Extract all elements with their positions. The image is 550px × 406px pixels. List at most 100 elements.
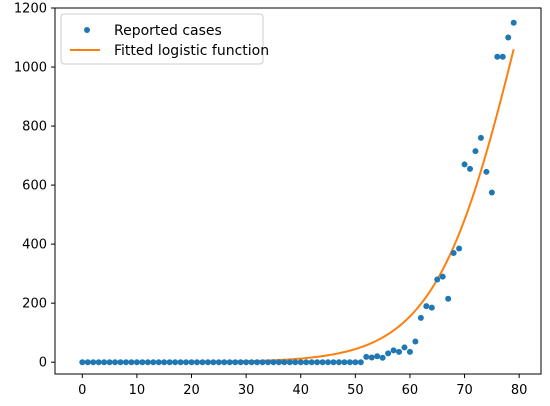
x-tick-label: 50 bbox=[347, 383, 364, 398]
data-point bbox=[139, 359, 146, 366]
data-point bbox=[379, 354, 386, 361]
y-tick-label: 1200 bbox=[14, 2, 47, 17]
data-point bbox=[352, 359, 359, 366]
data-point bbox=[390, 347, 397, 354]
x-tick-label: 0 bbox=[78, 383, 86, 398]
data-point bbox=[166, 359, 173, 366]
y-tick-label: 400 bbox=[22, 238, 47, 253]
y-tick-label: 1000 bbox=[14, 61, 47, 76]
data-point bbox=[210, 359, 217, 366]
data-point bbox=[150, 359, 157, 366]
data-point bbox=[325, 359, 332, 366]
data-point bbox=[499, 53, 506, 60]
data-point bbox=[237, 359, 244, 366]
x-tick-label: 20 bbox=[183, 383, 200, 398]
data-point bbox=[270, 359, 277, 366]
data-point bbox=[330, 359, 337, 366]
data-point bbox=[357, 359, 364, 366]
data-point bbox=[368, 354, 375, 361]
data-point bbox=[434, 276, 441, 283]
data-point bbox=[161, 359, 168, 366]
data-point bbox=[117, 359, 124, 366]
data-point bbox=[456, 245, 463, 252]
data-point bbox=[510, 19, 517, 26]
data-point bbox=[401, 344, 408, 351]
legend-marker-reported-cases bbox=[84, 27, 90, 33]
y-tick-label: 800 bbox=[22, 120, 47, 135]
data-point bbox=[106, 359, 113, 366]
plot-area bbox=[55, 8, 541, 374]
x-axis-ticks: 0 10 20 30 40 50 60 70 80 bbox=[78, 374, 527, 398]
data-point bbox=[226, 359, 233, 366]
data-point bbox=[341, 359, 348, 366]
y-tick-label: 600 bbox=[22, 179, 47, 194]
data-point bbox=[292, 359, 299, 366]
data-point bbox=[472, 148, 479, 155]
data-point bbox=[308, 359, 315, 366]
data-point bbox=[248, 359, 255, 366]
data-point bbox=[122, 359, 129, 366]
legend-label-reported-cases: Reported cases bbox=[114, 23, 222, 39]
data-point bbox=[133, 359, 140, 366]
x-tick-label: 30 bbox=[238, 383, 255, 398]
data-point bbox=[90, 359, 97, 366]
data-point bbox=[385, 350, 392, 357]
data-point bbox=[505, 34, 512, 41]
legend-label-fitted-logistic: Fitted logistic function bbox=[114, 43, 269, 59]
x-tick-label: 80 bbox=[511, 383, 528, 398]
data-point bbox=[112, 359, 119, 366]
data-point bbox=[303, 359, 310, 366]
y-tick-label: 0 bbox=[39, 356, 47, 371]
legend: Reported cases Fitted logistic function bbox=[60, 13, 269, 65]
data-point bbox=[188, 359, 195, 366]
data-point bbox=[232, 359, 239, 366]
data-point bbox=[467, 165, 474, 172]
y-axis-ticks: 0 200 400 600 800 1000 1200 bbox=[14, 2, 55, 371]
x-tick-label: 70 bbox=[456, 383, 473, 398]
plot-frame bbox=[54, 7, 542, 375]
data-point bbox=[461, 161, 468, 168]
data-point bbox=[477, 134, 484, 141]
data-point bbox=[417, 314, 424, 321]
data-point bbox=[204, 359, 211, 366]
data-point bbox=[314, 359, 321, 366]
data-point bbox=[193, 359, 200, 366]
data-point bbox=[286, 359, 293, 366]
data-point bbox=[335, 359, 342, 366]
data-point bbox=[128, 359, 135, 366]
data-point bbox=[445, 295, 452, 302]
data-point bbox=[101, 359, 108, 366]
data-point bbox=[483, 168, 490, 175]
data-point bbox=[297, 359, 304, 366]
data-point bbox=[494, 53, 501, 60]
y-tick-label: 200 bbox=[22, 297, 47, 312]
data-point bbox=[396, 348, 403, 355]
data-point bbox=[281, 359, 288, 366]
data-point bbox=[319, 359, 326, 366]
x-tick-label: 60 bbox=[402, 383, 419, 398]
x-tick-label: 40 bbox=[292, 383, 309, 398]
data-point bbox=[254, 359, 261, 366]
data-point bbox=[439, 273, 446, 280]
legend-box bbox=[60, 13, 264, 65]
data-point bbox=[183, 359, 190, 366]
data-point bbox=[264, 359, 271, 366]
data-point bbox=[412, 338, 419, 345]
data-point bbox=[221, 359, 228, 366]
data-point bbox=[95, 359, 102, 366]
data-point bbox=[275, 359, 282, 366]
data-point bbox=[450, 249, 457, 256]
reported-cases-points bbox=[79, 19, 517, 366]
data-point bbox=[428, 304, 435, 311]
data-point bbox=[84, 359, 91, 366]
data-point bbox=[172, 359, 179, 366]
data-point bbox=[259, 359, 266, 366]
x-tick-label: 10 bbox=[129, 383, 146, 398]
data-point bbox=[243, 359, 250, 366]
data-point bbox=[406, 348, 413, 355]
data-point bbox=[363, 353, 370, 360]
data-point bbox=[215, 359, 222, 366]
data-point bbox=[199, 359, 206, 366]
data-point bbox=[374, 353, 381, 360]
